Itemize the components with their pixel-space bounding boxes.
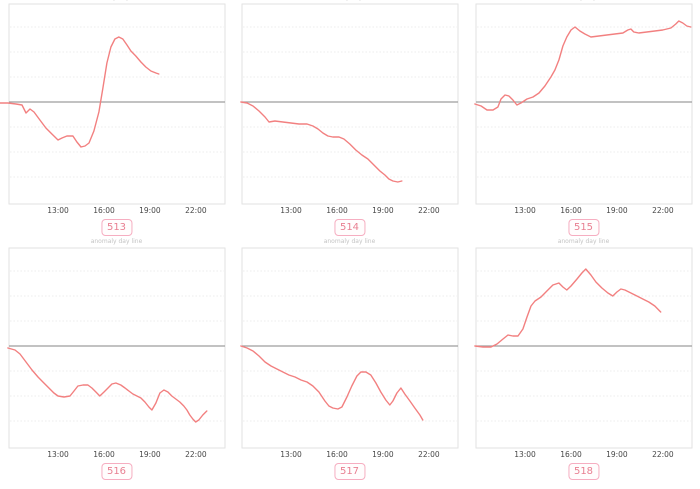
plot-border bbox=[241, 247, 459, 449]
chart-cell-517: anomaly day line 13:00 16:00 19:00 22:00 517 bbox=[233, 238, 466, 489]
x-tick-label: 22:00 bbox=[185, 206, 207, 215]
chart-badge-513[interactable]: 513 bbox=[100, 219, 133, 236]
x-tick-label: 13:00 bbox=[280, 450, 302, 459]
chart-badge-516[interactable]: 516 bbox=[100, 463, 133, 480]
x-tick-label: 16:00 bbox=[560, 206, 582, 215]
series-line bbox=[240, 345, 424, 421]
series-line bbox=[0, 36, 160, 148]
x-tick-label: 16:00 bbox=[560, 450, 582, 459]
chart-title: anomaly day line bbox=[557, 238, 610, 245]
chart-cell-515: anomaly day line 13:00 16:00 19:00 22:00 515 bbox=[467, 0, 700, 245]
x-tick-label: 19:00 bbox=[606, 450, 628, 459]
x-tick-label: 13:00 bbox=[47, 206, 69, 215]
line-chart-514: 13:00 16:00 19:00 22:00 bbox=[240, 3, 459, 215]
chart-badge-518[interactable]: 518 bbox=[567, 463, 600, 480]
series-line bbox=[240, 101, 403, 183]
chart-title: anomaly day line bbox=[467, 0, 700, 1]
x-tick-label: 13:00 bbox=[514, 206, 536, 215]
plot-border bbox=[475, 247, 693, 449]
x-tick-label: 19:00 bbox=[372, 206, 394, 215]
x-tick-label: 16:00 bbox=[326, 450, 348, 459]
chart-badge-517[interactable]: 517 bbox=[333, 463, 366, 480]
chart-cell-513: anomaly day line 13:00 16:00 19:00 22:00 513 bbox=[0, 0, 233, 245]
series-line bbox=[474, 20, 692, 111]
chart-title: anomaly day line bbox=[0, 0, 233, 1]
line-chart-517: 13:00 16:00 19:00 22:00 bbox=[240, 247, 459, 459]
series-line bbox=[474, 268, 662, 348]
line-chart-515: 13:00 16:00 19:00 22:00 bbox=[474, 3, 693, 215]
x-tick-label: 22:00 bbox=[652, 206, 674, 215]
x-tick-label: 19:00 bbox=[606, 206, 628, 215]
x-tick-label: 19:00 bbox=[139, 450, 161, 459]
chart-badge-515[interactable]: 515 bbox=[567, 219, 600, 236]
x-tick-label: 22:00 bbox=[185, 450, 207, 459]
chart-title: anomaly day line bbox=[233, 0, 466, 1]
x-tick-label: 22:00 bbox=[418, 206, 440, 215]
line-chart-516: 13:00 16:00 19:00 22:00 bbox=[7, 247, 226, 459]
x-tick-label: 13:00 bbox=[514, 450, 536, 459]
x-tick-label: 22:00 bbox=[652, 450, 674, 459]
x-tick-label: 13:00 bbox=[280, 206, 302, 215]
chart-cell-518: anomaly day line 13:00 16:00 19:00 22:00 518 bbox=[467, 238, 700, 489]
chart-cell-514: anomaly day line 13:00 16:00 19:00 22:00 514 bbox=[233, 0, 466, 245]
chart-title: anomaly day line bbox=[90, 238, 143, 245]
chart-title: anomaly day line bbox=[323, 238, 376, 245]
series-line bbox=[7, 347, 208, 423]
x-tick-label: 16:00 bbox=[326, 206, 348, 215]
line-chart-518: 13:00 16:00 19:00 22:00 bbox=[474, 247, 693, 459]
x-tick-label: 16:00 bbox=[93, 450, 115, 459]
x-tick-label: 16:00 bbox=[93, 206, 115, 215]
line-chart-513: 13:00 16:00 19:00 22:00 bbox=[0, 3, 226, 215]
chart-cell-516: anomaly day line 13:00 16:00 19:00 22:00 516 bbox=[0, 238, 233, 489]
x-tick-label: 19:00 bbox=[372, 450, 394, 459]
plot-border bbox=[241, 3, 459, 205]
plot-border bbox=[8, 3, 226, 205]
x-tick-label: 19:00 bbox=[139, 206, 161, 215]
chart-badge-514[interactable]: 514 bbox=[333, 219, 366, 236]
x-tick-label: 13:00 bbox=[47, 450, 69, 459]
x-tick-label: 22:00 bbox=[418, 450, 440, 459]
